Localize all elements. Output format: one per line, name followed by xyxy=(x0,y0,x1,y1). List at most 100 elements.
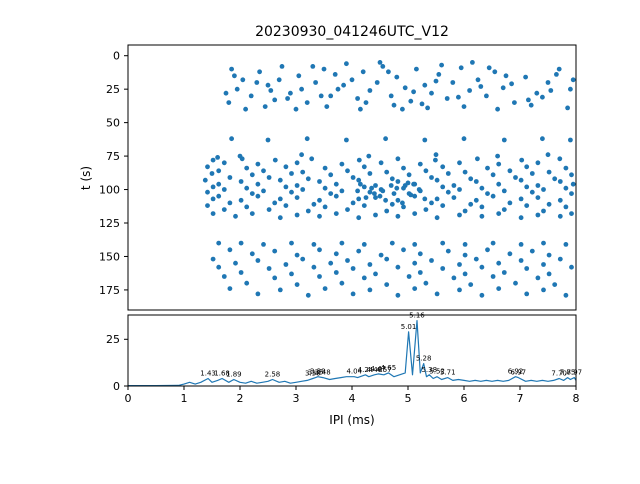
scatter-point xyxy=(478,84,484,89)
scatter-point xyxy=(496,211,502,217)
scatter-point xyxy=(321,66,327,72)
scatter-point xyxy=(395,156,401,162)
scatter-point xyxy=(288,90,293,96)
scatter-point xyxy=(355,96,360,101)
scatter-point xyxy=(229,66,235,72)
scatter-point xyxy=(257,69,262,75)
scatter-point xyxy=(244,280,250,286)
scatter-point xyxy=(546,271,552,277)
scatter-point xyxy=(451,183,457,188)
scatter-point xyxy=(255,291,261,297)
scatter-point xyxy=(356,157,362,163)
scatter-point xyxy=(355,188,360,194)
scatter-point xyxy=(361,275,367,281)
scatter-point xyxy=(439,62,444,68)
scatter-point xyxy=(524,164,530,170)
scatter-point xyxy=(366,153,372,159)
scatter-point xyxy=(496,161,502,167)
scatter-point xyxy=(434,177,440,183)
scatter-point xyxy=(509,81,514,87)
scatter-point xyxy=(388,93,394,99)
scatter-point xyxy=(400,106,405,112)
scatter-point xyxy=(296,73,302,79)
scatter-point xyxy=(341,82,346,88)
scatter-point xyxy=(294,183,300,188)
scatter-point xyxy=(318,93,324,99)
scatter-point xyxy=(468,176,474,182)
scatter-point xyxy=(557,213,563,219)
scatter-point xyxy=(467,88,472,93)
peak-annotation-label: 1.43 xyxy=(200,370,216,378)
scatter-point xyxy=(202,177,208,183)
scatter-point xyxy=(205,203,210,209)
scatter-point xyxy=(289,171,294,176)
scatter-point xyxy=(266,175,272,180)
scatter-point xyxy=(503,73,509,79)
scatter-point xyxy=(345,258,350,263)
scatter-point xyxy=(535,275,541,281)
scatter-point xyxy=(524,203,530,209)
scatter-point xyxy=(457,187,462,192)
scatter-point xyxy=(384,208,390,214)
scatter-point xyxy=(523,74,528,80)
scatter-point xyxy=(468,201,474,207)
scatter-point xyxy=(507,168,513,174)
scatter-point xyxy=(535,160,541,166)
x-tick-label: 8 xyxy=(573,392,580,405)
scatter-point xyxy=(401,247,406,253)
peak-annotation-label: 5.71 xyxy=(440,369,456,377)
y-tick-label: 150 xyxy=(99,250,120,263)
scatter-point xyxy=(563,165,569,171)
scatter-point xyxy=(501,188,507,194)
peak-annotation-label: 5.28 xyxy=(416,355,432,363)
x-tick-label: 3 xyxy=(293,392,300,405)
scatter-point xyxy=(518,177,524,183)
scatter-point xyxy=(556,66,562,72)
scatter-point xyxy=(265,82,271,88)
scatter-point xyxy=(557,256,563,262)
scatter-point xyxy=(457,212,462,218)
y-tick-label: 25 xyxy=(106,333,120,346)
y-tick-label: 0 xyxy=(113,380,120,393)
scatter-point xyxy=(540,136,545,142)
scatter-point xyxy=(350,266,356,271)
scatter-point xyxy=(317,179,322,184)
scatter-point xyxy=(227,247,233,253)
peak-annotation-label: 4.57 xyxy=(376,366,392,374)
scatter-point xyxy=(535,195,541,201)
peak-annotation-label: 1.89 xyxy=(226,370,242,378)
scatter-point xyxy=(266,207,272,213)
scatter-point xyxy=(434,291,440,297)
scatter-point xyxy=(429,200,434,206)
scatter-point xyxy=(272,275,278,281)
scatter-point xyxy=(391,102,397,108)
scatter-point xyxy=(377,193,383,199)
scatter-point xyxy=(569,211,574,217)
scatter-point xyxy=(339,280,345,286)
scatter-point xyxy=(210,157,216,163)
scatter-point xyxy=(490,172,496,178)
peak-annotation-label: 3.39 xyxy=(310,368,326,376)
scatter-point xyxy=(322,165,328,171)
scatter-point xyxy=(272,157,278,163)
scatter-point xyxy=(209,171,215,176)
y-axis-label: t (s) xyxy=(79,166,93,190)
scatter-point xyxy=(429,175,434,180)
scatter-point xyxy=(436,72,442,77)
scatter-point xyxy=(277,215,283,221)
scatter-point xyxy=(210,184,216,190)
y-tick-label: 0 xyxy=(113,50,120,63)
scatter-point xyxy=(423,168,429,174)
scatter-point xyxy=(412,211,418,217)
scatter-point xyxy=(243,106,249,112)
scatter-point xyxy=(232,73,237,79)
scatter-point xyxy=(389,240,395,246)
scatter-point xyxy=(458,65,464,71)
scatter-point xyxy=(422,196,428,202)
scatter-point xyxy=(373,195,378,201)
scatter-point xyxy=(451,195,457,201)
scatter-point xyxy=(417,161,423,167)
scatter-point xyxy=(433,152,439,158)
scatter-point xyxy=(406,172,412,178)
